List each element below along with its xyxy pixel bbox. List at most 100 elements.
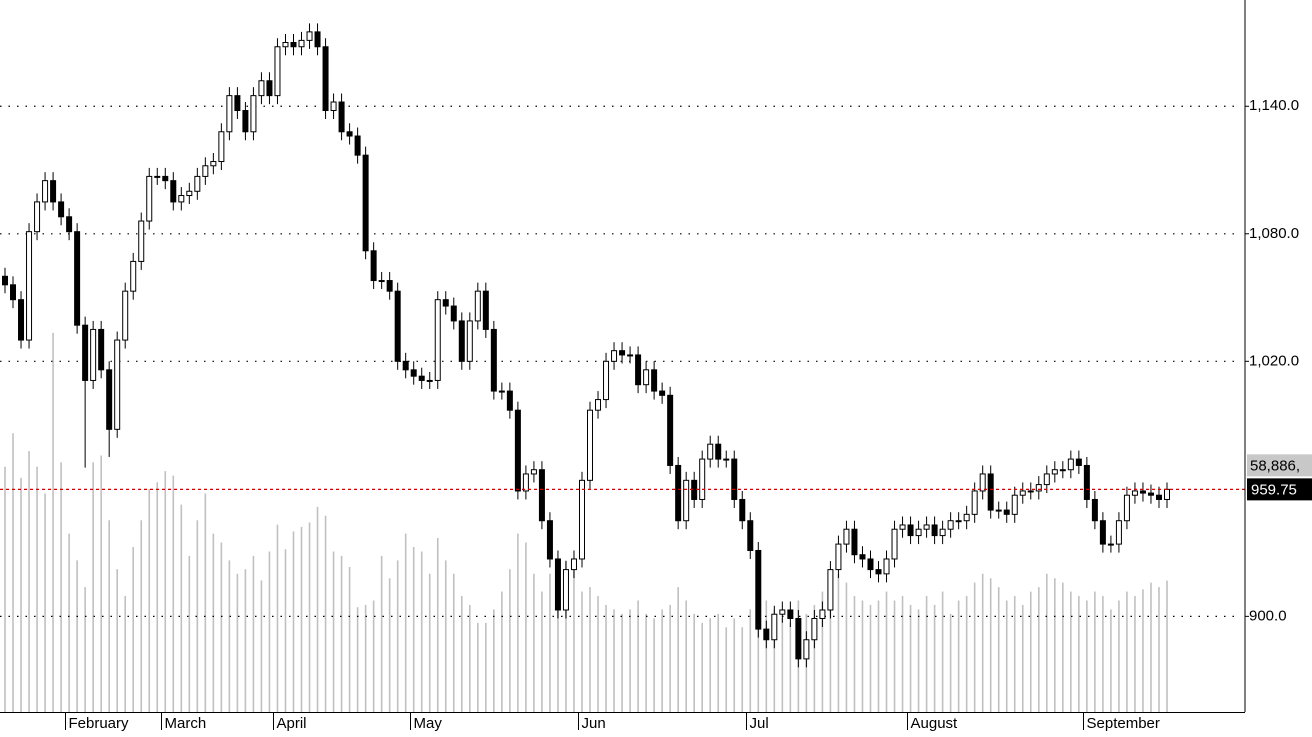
candle-layer [0, 23, 1245, 668]
candle-body [899, 524, 906, 530]
candle-body [659, 390, 666, 396]
candle-body [1019, 490, 1026, 496]
candle-body [530, 469, 537, 475]
candle-body [18, 299, 25, 341]
candle-body [42, 180, 49, 203]
candle-body [803, 639, 810, 660]
candle-body [146, 175, 153, 222]
candle-body [362, 154, 369, 252]
candle-body [290, 42, 297, 48]
candle-body [466, 320, 473, 362]
candle-body [939, 528, 946, 537]
candle-body [851, 528, 858, 556]
candle-body [434, 299, 441, 381]
candle-body [418, 375, 425, 381]
candle-body [723, 458, 730, 461]
candle-body [482, 290, 489, 330]
candle-body [1123, 494, 1130, 522]
candle-body [715, 443, 722, 460]
candle-body [138, 220, 145, 262]
candle-body [995, 509, 1002, 512]
candle-body [578, 479, 585, 560]
candle-body [883, 558, 890, 575]
candle-body [795, 617, 802, 660]
candle-body [154, 175, 161, 178]
candle-body [755, 549, 762, 630]
candle-body [10, 284, 17, 301]
candle-body [923, 524, 930, 530]
candle-body [34, 201, 41, 233]
x-tick-label: August [911, 715, 959, 732]
candle-body [1067, 458, 1074, 471]
x-tick-label: February [69, 715, 130, 732]
candle-body [498, 390, 505, 393]
candle-body [538, 469, 545, 522]
candle-body [747, 520, 754, 551]
candle-body [330, 101, 337, 112]
candle-body [835, 543, 842, 571]
candle-body [1083, 464, 1090, 500]
candle-body [250, 95, 257, 133]
candle-body [218, 131, 225, 163]
candle-body [1155, 494, 1162, 500]
x-tick-label: May [414, 715, 443, 732]
volume-label-box [1247, 454, 1312, 477]
candle-body [122, 290, 129, 341]
x-tick-label: April [277, 715, 307, 732]
candle-body [643, 369, 650, 386]
y-tick-label: 1,080.0 [1249, 225, 1299, 242]
y-tick-label: 1,020.0 [1249, 352, 1299, 369]
candle-body [1139, 490, 1146, 494]
candle-body [170, 180, 177, 203]
candle-body [731, 458, 738, 500]
candle-body [82, 324, 89, 381]
candle-body [490, 328, 497, 392]
candle-body [554, 558, 561, 611]
candle-body [603, 360, 610, 401]
candle-body [587, 409, 594, 481]
candle-body [186, 190, 193, 197]
volume-layer [4, 332, 1168, 712]
candle-body [611, 350, 618, 362]
candle-body [514, 409, 521, 492]
candle-body [1027, 490, 1034, 493]
candle-body [546, 520, 553, 560]
candle-body [843, 528, 850, 545]
candle-body [635, 354, 642, 386]
candle-body [891, 528, 898, 560]
candle-body [234, 95, 241, 112]
candle-body [562, 569, 569, 611]
candle-body [178, 195, 185, 203]
candle-body [394, 290, 401, 362]
candle-body [619, 350, 626, 356]
price-label: 959.75 [1251, 481, 1297, 498]
candle-body [194, 175, 201, 192]
candle-body [907, 524, 914, 537]
candle-body [226, 95, 233, 133]
candle-body [987, 473, 994, 511]
candle-body [979, 473, 986, 492]
candle-body [370, 250, 377, 282]
candle-body [1075, 458, 1082, 466]
candle-body [771, 613, 778, 641]
candle-body [130, 260, 137, 292]
candle-body [242, 110, 249, 133]
candle-body [162, 175, 169, 182]
candle-body [867, 558, 874, 571]
candle-body [282, 42, 289, 48]
candle-body [106, 369, 113, 430]
candle-body [1051, 469, 1058, 475]
x-tick-label: Jun [582, 715, 606, 732]
candle-body [458, 320, 465, 362]
candle-body [274, 46, 281, 97]
price-label-box [1247, 478, 1312, 501]
candle-body [506, 390, 513, 411]
candle-body [1131, 490, 1138, 496]
candle-body [402, 360, 409, 371]
candle-body [1099, 520, 1106, 545]
candle-body [1011, 494, 1018, 515]
candle-body [426, 379, 433, 382]
candle-body [114, 339, 121, 430]
